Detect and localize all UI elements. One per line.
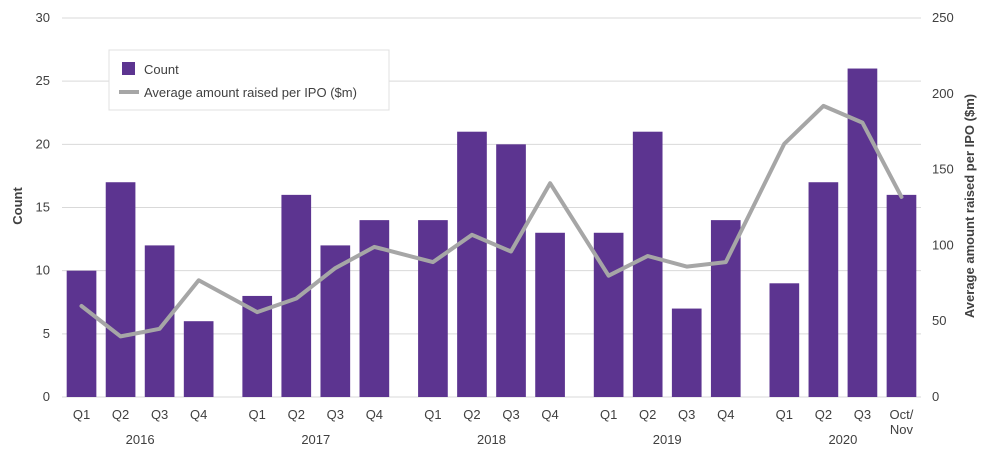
x-tick-label: Nov [890,422,914,437]
left-tick-label: 25 [36,73,50,88]
right-tick-label: 250 [932,10,954,25]
legend-count-label: Count [144,62,179,77]
x-tick-label: Q4 [541,407,558,422]
left-tick-label: 10 [36,263,50,278]
x-tick-label: Q1 [73,407,90,422]
legend: Count Average amount raised per IPO ($m) [108,49,390,111]
left-tick-label: 5 [43,326,50,341]
count-bar [418,220,448,397]
legend-count-swatch [122,62,135,75]
x-tick-label: Q4 [190,407,207,422]
x-tick-label: Q3 [678,407,695,422]
average-raised-line [79,103,904,339]
count-bar [886,194,917,397]
legend-average-label: Average amount raised per IPO ($m) [144,85,357,100]
year-label: 2016 [126,432,155,447]
left-axis: 0 5 10 15 20 25 30 [36,10,50,404]
left-tick-label: 0 [43,389,50,404]
year-label: 2020 [828,432,857,447]
year-label: 2019 [653,432,682,447]
right-tick-label: 50 [932,313,946,328]
right-axis-title: Average amount raised per IPO ($m) [962,94,977,318]
year-label: 2018 [477,432,506,447]
x-tick-label: Q3 [502,407,519,422]
count-bar [66,270,97,397]
left-axis-title: Count [10,187,25,225]
count-bar [632,131,663,397]
x-tick-label: Q2 [112,407,129,422]
x-tick-label: Q1 [600,407,617,422]
right-tick-label: 100 [932,237,954,252]
x-tick-label: Q2 [288,407,305,422]
count-bar [496,144,526,397]
x-tick-label: Oct/ [890,407,914,422]
right-tick-label: 150 [932,162,954,177]
count-bar [710,220,741,397]
right-tick-label: 0 [932,389,939,404]
count-bar [535,232,565,397]
count-bar [320,245,351,397]
right-tick-label: 200 [932,86,954,101]
x-tick-label: Q2 [463,407,480,422]
bar-series [66,68,917,398]
x-tick-label: Q3 [327,407,344,422]
count-bar [105,182,136,397]
x-tick-label: Q1 [424,407,441,422]
left-tick-label: 30 [36,10,50,25]
x-tick-label: Q4 [717,407,734,422]
x-axis: Q1 Q2 Q3 Q4 2016 Q1 Q2 Q3 Q4 2017 Q1 Q2 Q3 Q4 2018 Q1 Q2… [73,407,914,447]
count-bar [769,283,800,397]
right-axis: 0 50 100 150 200 250 [932,10,954,404]
x-tick-label: Q3 [151,407,168,422]
count-bar [281,194,312,397]
left-tick-label: 15 [36,200,50,215]
x-tick-label: Q4 [366,407,383,422]
count-bar [144,245,175,397]
year-label: 2017 [301,432,330,447]
x-tick-label: Q3 [854,407,871,422]
count-bar [183,321,214,397]
left-tick-label: 20 [36,136,50,151]
x-tick-label: Q1 [776,407,793,422]
x-tick-label: Q2 [815,407,832,422]
legend-frame [108,49,390,111]
count-bar [808,182,839,397]
count-bar [457,131,487,397]
count-bar [671,308,702,397]
line-series [79,103,904,339]
x-tick-label: Q1 [249,407,266,422]
x-tick-label: Q2 [639,407,656,422]
